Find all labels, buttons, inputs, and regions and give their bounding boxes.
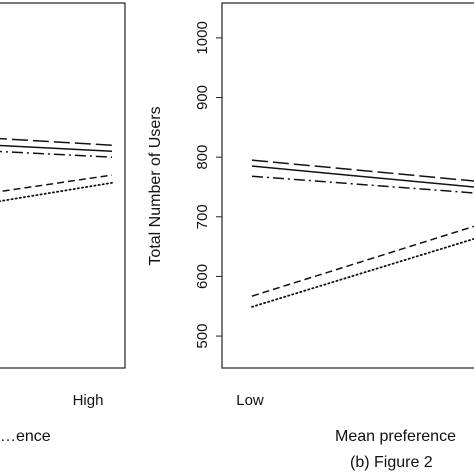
left-series-line-5 <box>0 181 113 203</box>
right-series-line-2 <box>251 165 474 188</box>
left-series-line-1 <box>0 137 113 146</box>
left-plot-frame <box>0 2 126 369</box>
right-y-tick-label: 500 <box>194 324 211 349</box>
right-plot-frame <box>221 2 474 369</box>
right-y-tick-label: 600 <box>194 264 211 289</box>
left-series-line-2 <box>0 144 113 152</box>
right-series-line-1 <box>251 159 474 182</box>
right-series-line-3 <box>251 175 474 194</box>
left-series-group <box>0 137 113 203</box>
right-chart-panel: 500 600 700 800 900 1000 Low Total Number of … <box>147 2 474 471</box>
right-x-tick-label-low: Low <box>236 392 264 409</box>
right-y-axis-label: Total Number of Users <box>147 106 164 265</box>
right-y-axis: 500 600 700 800 900 1000 <box>194 21 222 349</box>
right-series-line-5 <box>251 237 474 308</box>
right-panel-caption: (b) Figure 2 <box>350 454 433 471</box>
right-y-tick-label: 900 <box>194 85 211 110</box>
left-x-axis-label: …ence <box>0 428 51 445</box>
left-chart-panel: High …ence <box>0 2 126 445</box>
right-series-line-4 <box>251 225 474 297</box>
right-y-tick-label: 1000 <box>194 21 211 54</box>
left-series-line-4 <box>0 174 113 193</box>
left-x-tick-label-high: High <box>73 392 104 409</box>
right-x-axis-label: Mean preference <box>335 428 456 445</box>
left-series-line-3 <box>0 150 113 158</box>
right-series-group <box>251 159 474 308</box>
right-y-tick-label: 700 <box>194 204 211 229</box>
right-y-tick-label: 800 <box>194 145 211 170</box>
